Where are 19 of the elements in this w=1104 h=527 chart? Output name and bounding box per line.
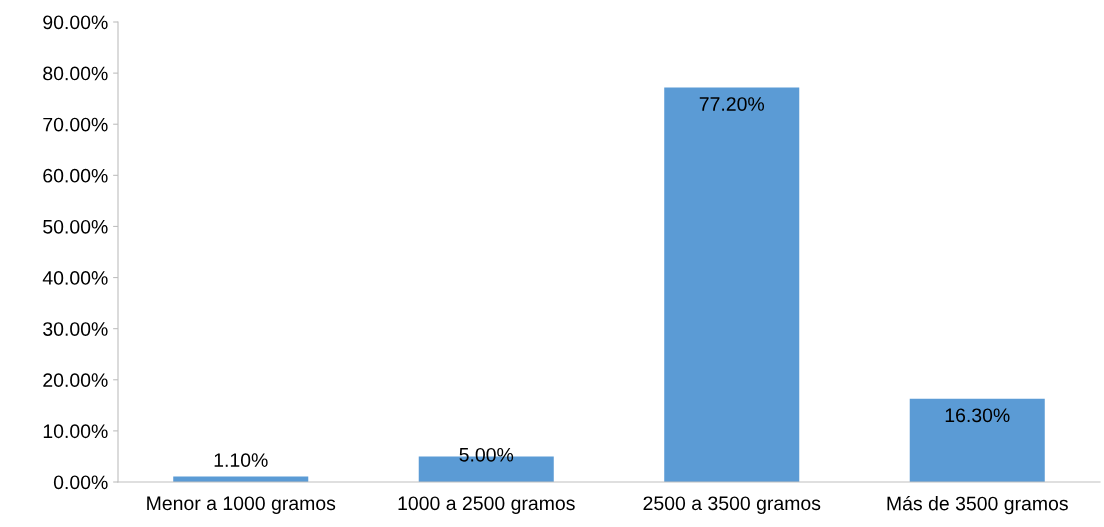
y-tick-label: 90.00% (43, 15, 108, 30)
y-tick-label: 10.00% (43, 424, 108, 439)
bar (909, 398, 1045, 482)
y-tick-label: 0.00% (53, 475, 108, 490)
y-tick-label: 20.00% (43, 373, 108, 388)
bar (664, 87, 800, 482)
y-tick-label: 30.00% (43, 322, 108, 336)
y-tick-label: 80.00% (43, 66, 108, 81)
x-tick-label: 2500 a 3500 gramos (643, 496, 821, 515)
y-tick-label: 50.00% (43, 219, 108, 234)
x-tick-label: Menor a 1000 gramos (147, 496, 336, 515)
x-tick-label: 1000 a 2500 gramos (398, 496, 575, 515)
data-label: 77.20% (699, 97, 765, 111)
y-tick-label: 40.00% (42, 271, 108, 285)
y-tick-label: 70.00% (43, 117, 108, 132)
data-label: 1.10% (214, 453, 268, 468)
y-tick-label: 60.00% (43, 168, 108, 183)
x-tick-label: Más de 3500 gramos (887, 495, 1068, 515)
data-label: 16.30% (945, 408, 1010, 423)
